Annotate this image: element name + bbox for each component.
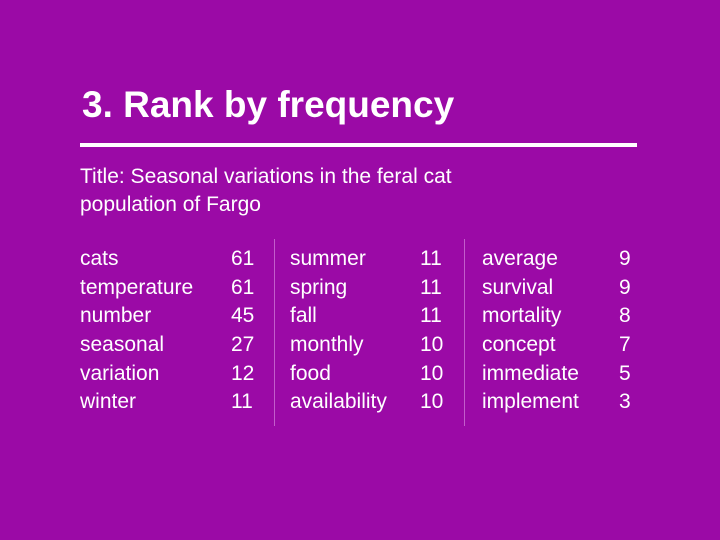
subtitle-line-2: population of Fargo	[80, 193, 261, 216]
word-label: mortality	[482, 304, 562, 328]
subtitle: Title: Seasonal variations in the feral …	[80, 163, 640, 219]
word-label: implement	[482, 390, 579, 414]
word-count: 9	[619, 247, 631, 270]
column-divider-1	[274, 239, 275, 426]
word-label: spring	[290, 275, 348, 299]
word-count: 3	[619, 390, 631, 414]
word-count: 11	[420, 247, 442, 270]
column-divider-2	[464, 239, 465, 426]
word-count: 8	[619, 304, 631, 328]
word-count: 7	[619, 333, 631, 357]
word-count: 11	[420, 275, 442, 299]
word-label: average	[482, 247, 558, 270]
word-count: 45	[231, 304, 255, 328]
word-label: monthly	[290, 333, 364, 357]
word-count: 27	[231, 333, 255, 357]
word-label: food	[290, 361, 331, 385]
word-label: fall	[290, 304, 317, 328]
word-count: 9	[619, 275, 631, 299]
word-label: summer	[290, 247, 366, 270]
word-label: temperature	[80, 275, 194, 299]
slide-title: 3. Rank by frequency	[82, 84, 455, 125]
word-count: 12	[231, 361, 255, 385]
word-label: availability	[290, 390, 387, 414]
word-label: cats	[80, 247, 119, 270]
word-count: 11	[231, 390, 253, 414]
word-label: seasonal	[80, 333, 165, 357]
word-label: variation	[80, 361, 160, 385]
word-count: 10	[420, 333, 444, 357]
word-label: winter	[80, 390, 137, 414]
word-label: concept	[482, 333, 556, 357]
subtitle-line-1: Title: Seasonal variations in the feral …	[80, 165, 452, 188]
word-count: 5	[619, 361, 631, 385]
word-count: 10	[420, 361, 444, 385]
word-label: survival	[482, 275, 554, 299]
word-label: immediate	[482, 361, 579, 385]
word-count: 11	[420, 304, 442, 328]
word-count: 61	[231, 247, 255, 270]
title-underline	[80, 143, 637, 147]
word-count: 61	[231, 275, 255, 299]
word-count: 10	[420, 390, 444, 414]
word-label: number	[80, 304, 152, 328]
